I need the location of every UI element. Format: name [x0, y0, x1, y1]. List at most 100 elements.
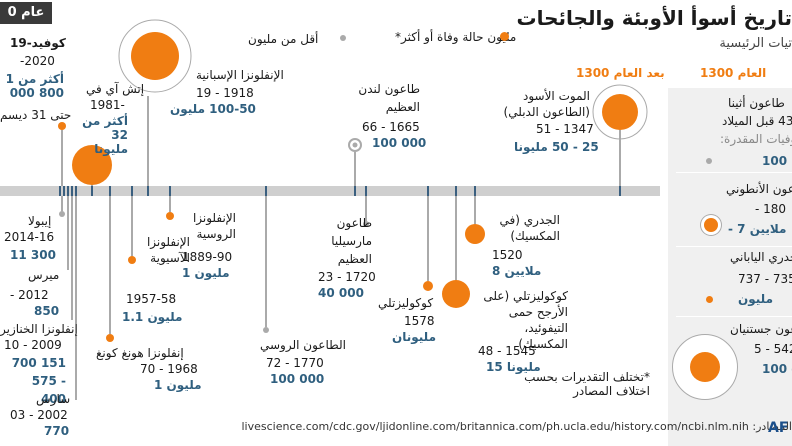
panel-item-deaths: - 7 ملايين: [728, 222, 787, 236]
russian-plague-name: الطاعون الروسي: [260, 338, 346, 352]
era-label-1300: العام 1300: [700, 66, 767, 80]
panel-divider: [676, 246, 792, 247]
panel-orange-dot-icon: [690, 352, 720, 382]
russian-flu-date: 1889-90: [182, 250, 233, 264]
panel-divider: [676, 316, 792, 317]
black-death-name: الموت الأسود (الطاعون الدبلي): [503, 89, 590, 119]
smallpox-dot: [465, 224, 485, 244]
panel-item-date: 430 قبل الميلاد: [722, 114, 792, 128]
covid-dot: [58, 122, 66, 130]
year-badge: عام 0: [0, 2, 52, 24]
page-title: تاريخ أسوأ الأوبئة والجائحات: [516, 6, 792, 30]
panel-item-name: الجدري الياباني: [730, 250, 792, 264]
panel-item-name: الطاعون الأنطوني: [726, 182, 792, 196]
era-label-after-1300: بعد العام 1300: [576, 66, 665, 80]
panel-gray-dot-icon: [706, 158, 712, 164]
afp-logo: AF: [768, 420, 789, 436]
marseille-plague-name: طاعون مارسيليا العظيم: [331, 216, 372, 266]
smallpox-name: الجدري (في المكسيك): [499, 213, 560, 243]
covid-date: 2020-: [20, 54, 55, 68]
asian-flu-dot: [128, 256, 136, 264]
london-plague-deaths: 100 000: [372, 136, 427, 150]
cocoliztli-1545-bubble: [442, 280, 470, 308]
swine-flu-date: 2009 - 10: [4, 338, 62, 352]
covid-deaths: أكثر من 1 800 000: [5, 72, 64, 100]
mers-name: ميرس: [28, 268, 60, 282]
hiv-deaths: أكثر من 32 مليونا: [82, 114, 128, 156]
black-death-ring: [592, 84, 648, 140]
panel-item-deaths: 100 -: [762, 362, 792, 376]
legend-large-label: مليون حالة وفاة أو أكثر*: [395, 30, 517, 44]
legend-small-label: أقل من مليون: [248, 32, 319, 46]
hk-flu-deaths: 1 مليون: [154, 378, 202, 392]
russian-flu-name: الإنفلونزا الروسية: [192, 211, 236, 241]
sources-footer: المصادر: livescience.com/cdc.gov/ljidonl…: [241, 420, 792, 433]
russian-plague-dot: [263, 327, 269, 333]
panel-item-name: طاعون جستنيان: [730, 322, 792, 336]
hiv-name: إتش آي في: [86, 82, 145, 96]
russian-plague-date: 1770 - 72: [266, 356, 324, 370]
swine-flu-name: إنفلونزا الخنازير: [0, 322, 78, 336]
covid-name: كوفيد-19: [10, 36, 66, 50]
panel-item-deaths-label: الوفيات المقدرة:: [720, 132, 792, 146]
mers-date: 2012 -: [10, 288, 49, 302]
asian-flu-name: الإنفلونزا الآسيوية: [146, 235, 190, 265]
spanish-flu-bubble: [131, 32, 179, 80]
estimates-note: *تختلف التقديرات بحسب اختلاف المصادر: [524, 370, 650, 398]
page-subtitle: تيات الرئيسية: [719, 36, 792, 51]
asian-flu-deaths: 1.1 مليون: [122, 310, 183, 324]
marseille-plague-date: 1720 - 23: [318, 270, 376, 284]
london-plague-name: طاعون لندن العظيم: [358, 82, 420, 114]
ebola-name: إيبولا: [28, 214, 52, 228]
hk-flu-name: إنفلونزا هونغ كونغ: [96, 346, 184, 360]
black-death-date: 1347 - 51: [536, 122, 594, 136]
cocoliztli-1578-date: 1578: [404, 314, 435, 328]
cocoliztli-1545-name: كوكوليزتلي (على الأرجح حمى التيفوئيد، ال…: [483, 289, 568, 351]
panel-orange-dot-icon: [704, 218, 718, 232]
russian-flu-dot: [166, 212, 174, 220]
panel-item-date: 735 - 737: [738, 272, 792, 286]
hk-flu-dot: [106, 334, 114, 342]
asian-flu-date: 1957-58: [126, 292, 177, 306]
timeline-bar: [0, 186, 660, 196]
london-plague-inner-dot: [352, 142, 358, 148]
spanish-flu-deaths: 100-50 مليون: [170, 102, 256, 116]
russian-plague-deaths: 100 000: [270, 372, 325, 386]
marseille-plague-dot: [363, 221, 369, 227]
mers-deaths: 850: [34, 304, 60, 318]
panel-item-deaths: 100: [762, 154, 788, 168]
panel-item-date: 180 -: [755, 202, 787, 216]
cocoliztli-1578-dot: [423, 281, 433, 291]
hiv-bubble: [72, 145, 112, 185]
cocoliztli-1545-date: 1545 - 48: [478, 344, 536, 358]
cocoliztli-1545-deaths: 15 مليونا: [486, 360, 541, 374]
sars-deaths: 770: [44, 424, 70, 438]
legend-gray-dot-icon: [340, 35, 346, 41]
bar-ticks: [59, 186, 621, 196]
legend-orange-dot-icon: [500, 32, 509, 41]
panel-divider: [676, 172, 792, 173]
sars-date: 2002 - 03: [10, 408, 68, 422]
panel-item-date: 542 - 5: [754, 342, 792, 356]
spanish-flu-ring: [118, 19, 192, 93]
hk-flu-date: 1968 - 70: [140, 362, 198, 376]
swine-flu-deaths: 151 700 - 575 400: [11, 356, 66, 406]
smallpox-date: 1520: [492, 248, 523, 262]
ebola-deaths: 11 300: [10, 248, 56, 262]
panel-item-deaths: مليون: [738, 292, 773, 306]
stems-below: [61, 196, 476, 400]
covid-note: حتى 31 ديسم: [0, 108, 72, 122]
black-death-bubble: [602, 94, 638, 130]
spanish-flu-date: 1918 - 19: [196, 86, 254, 100]
ebola-dot: [59, 211, 65, 217]
ebola-date: 2014-16: [4, 230, 55, 244]
smallpox-deaths: 8 ملايين: [492, 264, 542, 278]
cocoliztli-1578-deaths: مليونان: [392, 330, 437, 344]
marseille-plague-deaths: 40 000: [318, 286, 364, 300]
london-plague-date: 1665 - 66: [362, 120, 420, 134]
black-death-deaths: 25 - 50 مليونا: [514, 140, 599, 154]
russian-flu-deaths: 1 مليون: [182, 266, 230, 280]
cocoliztli-1578-name: كوكوليزتلي: [378, 296, 434, 310]
spanish-flu-name: الإنفلونزا الإسبانية: [196, 68, 284, 82]
